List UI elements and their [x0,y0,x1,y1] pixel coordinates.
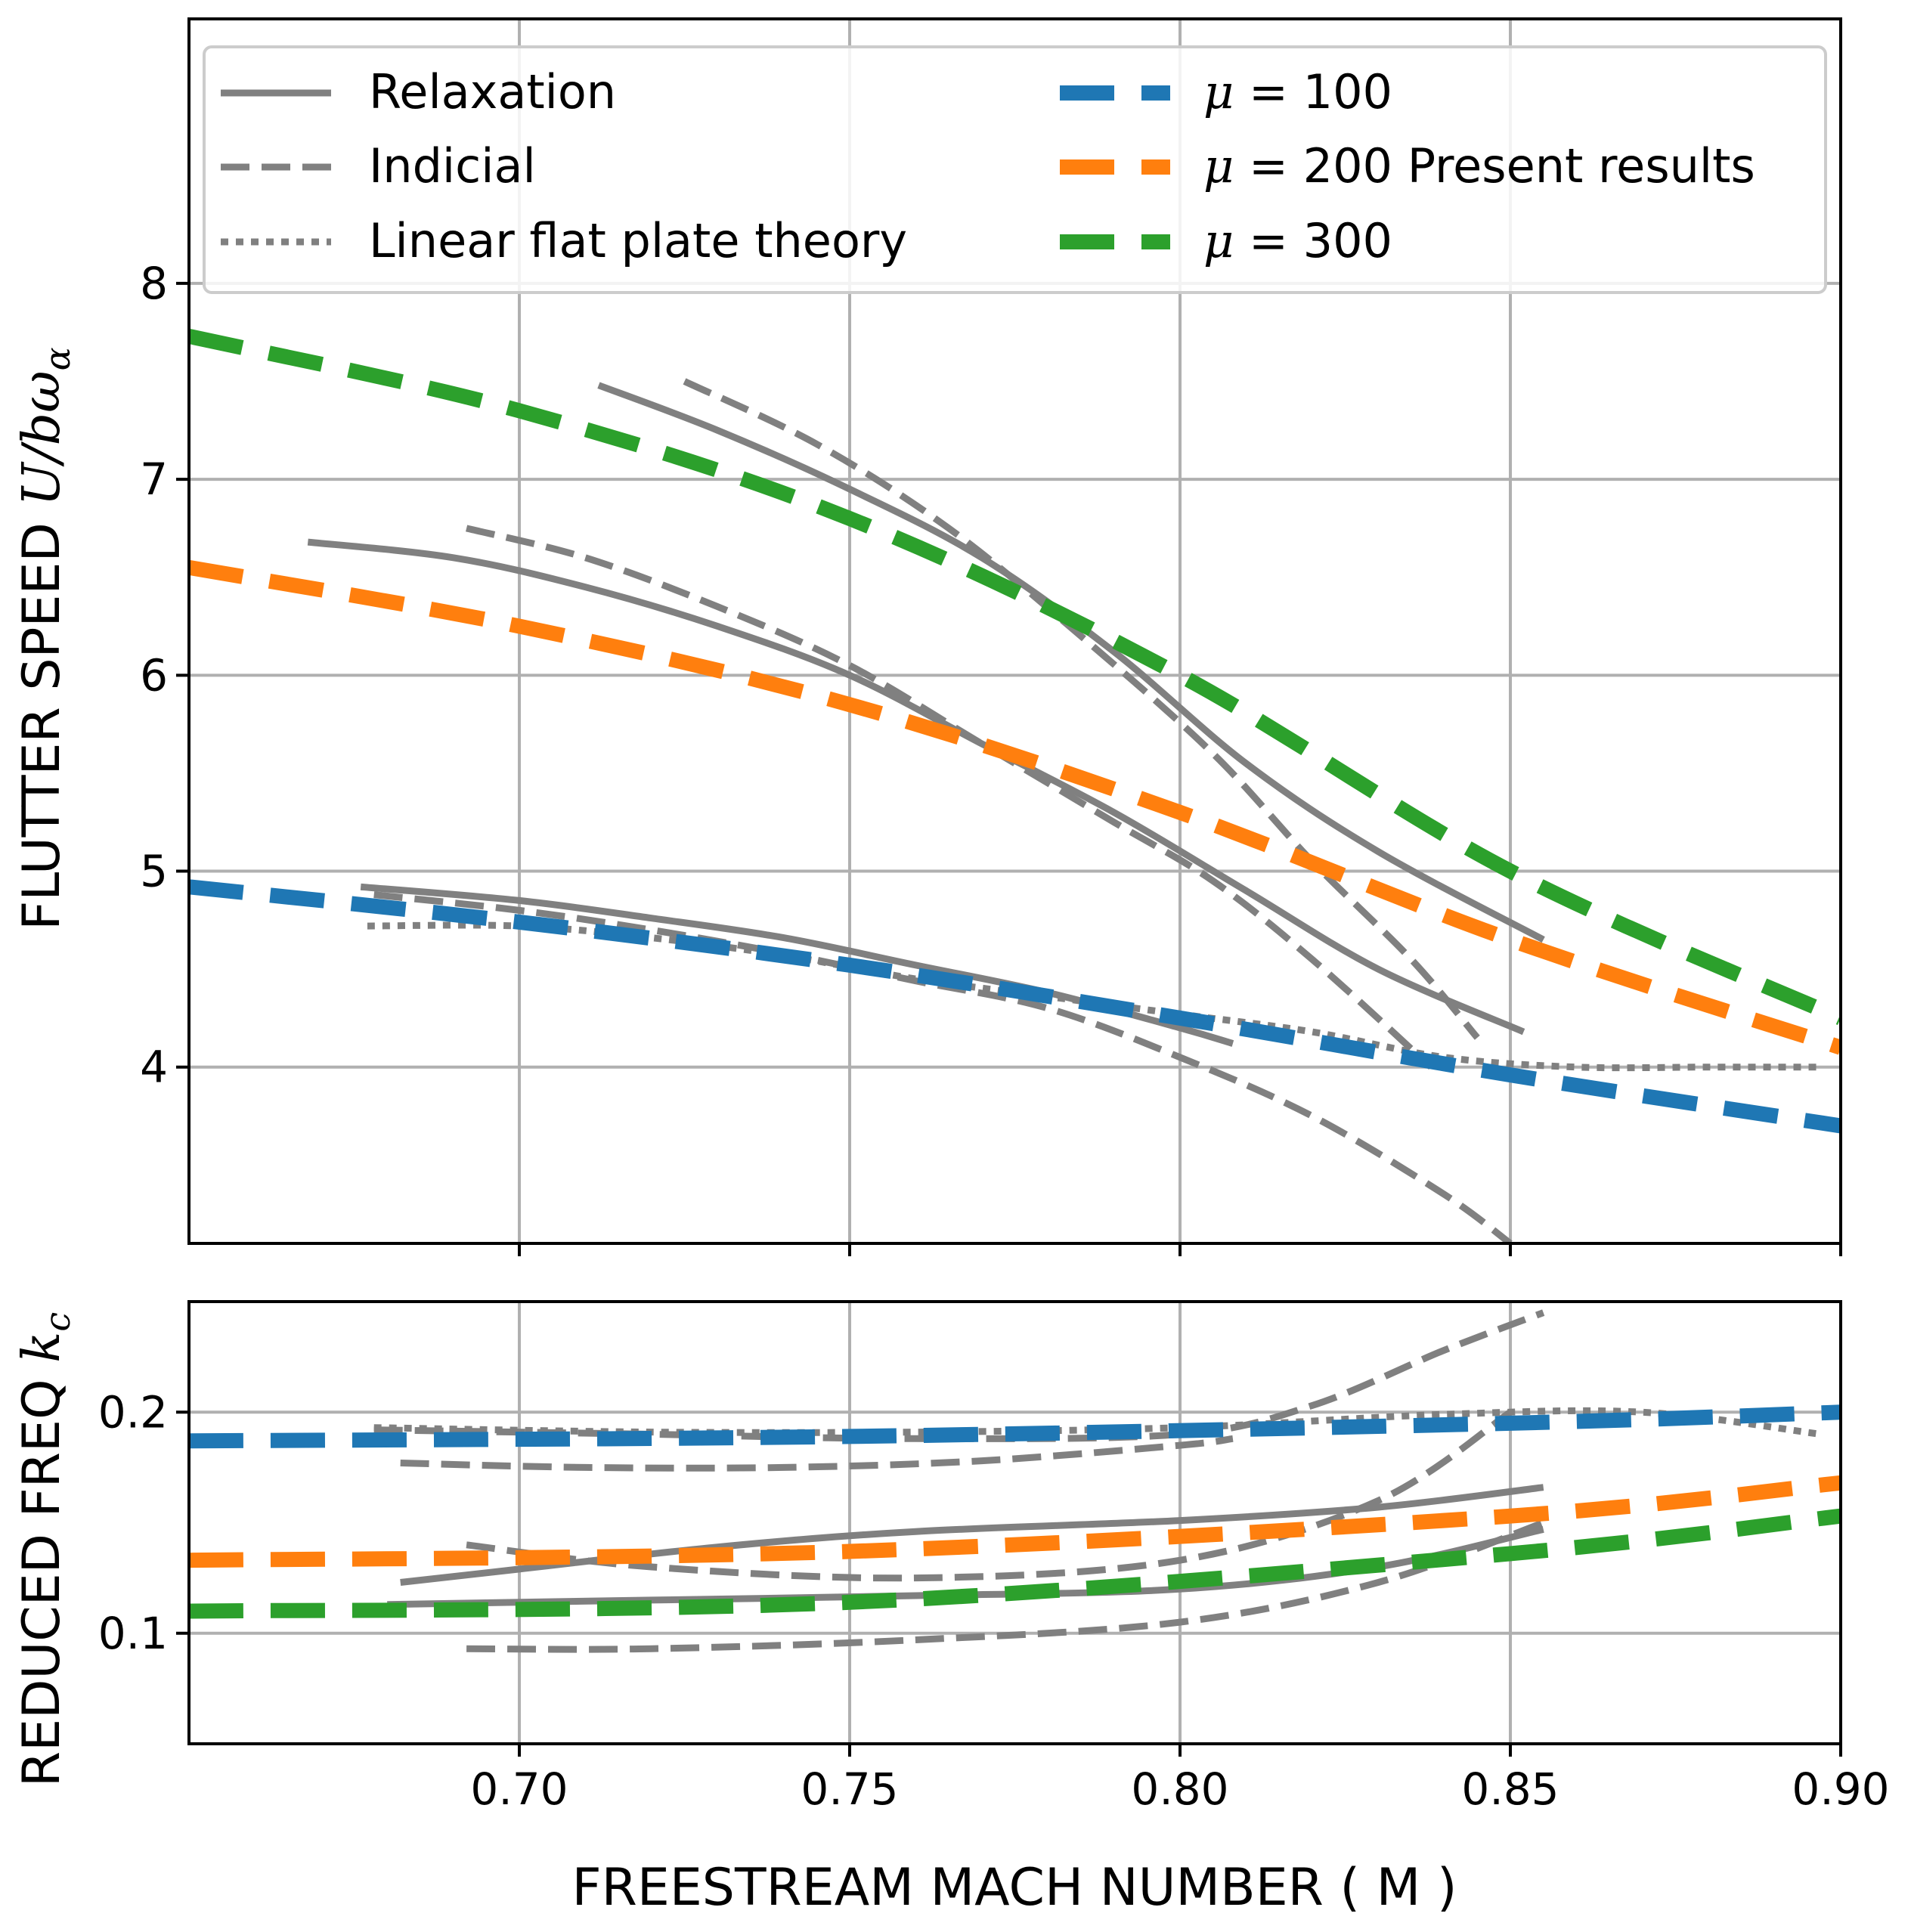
flutter-speed-line-indicial [683,378,1480,1040]
flutter-speed-frame [187,17,1842,1245]
flutter-speed-line--300 [189,329,1841,1026]
x-tick-label: 0.80 [1131,1763,1228,1815]
legend-flat-plate-label: Linear flat plate theory [369,213,907,268]
flutter-speed-line-relaxation [597,382,1545,943]
flutter-speed-ytick-label: 5 [140,846,168,897]
legend-indicial-label: Indicial [369,138,536,194]
flutter-speed-series [189,329,1841,1243]
flutter-speed-line-indicial [373,891,1513,1243]
reduced-freq-series [189,1309,1841,1653]
reduced-freq-line-indicial [400,1435,1234,1472]
flutter-speed-line--200 [189,559,1841,1055]
reduced-freq-line--100 [189,1404,1841,1449]
reduced-freq-line-indicial [373,1309,1545,1442]
reduced-freq-ytick-label: 0.1 [98,1608,168,1659]
flutter-speed-ytick-label: 4 [140,1042,168,1093]
x-tick-label: 0.90 [1792,1763,1889,1815]
x-tick-label: 0.75 [801,1763,898,1815]
legend-mu300-label: μ = 300 [1203,213,1392,268]
x-tick-label: 0.85 [1461,1763,1559,1815]
x-axis-label: FREESTREAM MACH NUMBER ( M ) [572,1858,1457,1918]
reduced-freq-line--300 [189,1508,1841,1619]
reduced-freq-frame [187,1300,1842,1745]
reduced-freq-line-relaxation [400,1484,1544,1586]
flutter-speed-ytick-label: 7 [140,454,168,505]
flutter-speed-ytick-label: 6 [140,649,168,701]
flutter-speed-line-indicial [466,525,1434,1070]
x-tick-label: 0.70 [470,1763,568,1815]
reduced-freq-ylabel: REDUCED FREQ kc [12,1312,78,1787]
flutter-speed-ticks: 4 5 6 7 8 [140,258,1842,1256]
reduced-freq-line-indicial [466,1519,1545,1653]
reduced-freq-grid [189,1302,1841,1744]
reduced-freq-line-indicial [466,1409,1513,1582]
flutter-speed-line--100 [189,879,1841,1134]
reduced-freq-ticks: 0.70 0.75 0.80 0.85 0.90 0.1 0.2 [98,1386,1890,1815]
legend-box [203,45,1827,294]
legend: Relaxation Indicial Linear flat plate th… [203,45,1827,294]
reduced-freq-line--200 [189,1475,1841,1568]
flutter-speed-ytick-label: 8 [140,258,168,309]
legend-relaxation-label: Relaxation [369,64,616,119]
flutter-speed-panel: 4 5 6 7 8 Relaxation Indicial Linear flat pl… [12,17,1842,1256]
reduced-freq-ytick-label: 0.2 [98,1386,168,1438]
flutter-speed-ylabel: FLUTTER SPEED U/bωα [12,347,78,930]
reduced-freq-line-linear-flat-plate-theory [373,1407,1822,1438]
legend-mu100-label: μ = 100 [1203,64,1392,119]
legend-mu200-label: μ = 200 Present results [1203,138,1755,194]
flutter-speed-line-relaxation [307,538,1525,1036]
reduced-freq-panel: 0.70 0.75 0.80 0.85 0.90 0.1 0.2 REDUCED FREQ … [12,1300,1890,1815]
